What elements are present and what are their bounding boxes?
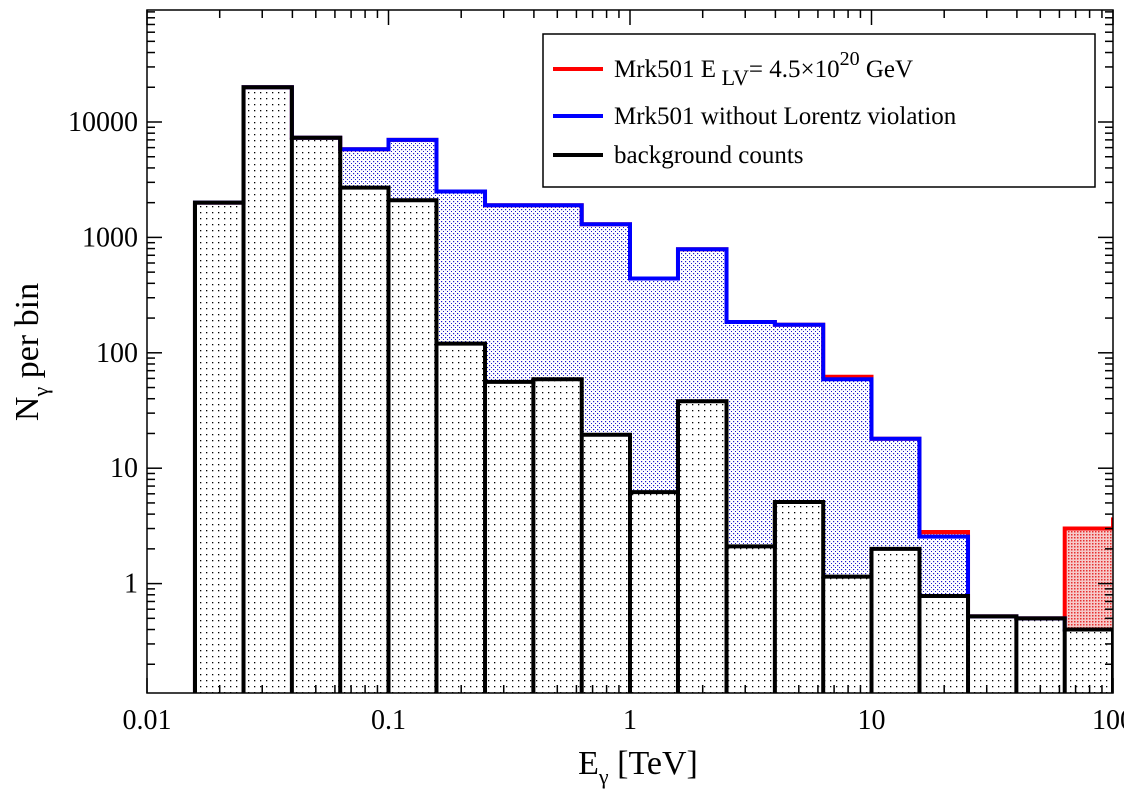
bar-fill-background	[485, 381, 534, 693]
x-tick-label: 100	[1092, 705, 1124, 736]
legend: Mrk501 E LV= 4.5×1020 GeV Mrk501 without …	[542, 33, 1096, 188]
x-tick-label: 10	[858, 705, 886, 736]
x-axis-label: Eγ [TeV]	[578, 745, 698, 789]
bar-fills	[194, 87, 1124, 693]
axes	[146, 9, 1114, 694]
bar-fill-background	[677, 401, 727, 693]
x-tick-label: 0.1	[371, 705, 406, 736]
y-tick-label: 1000	[82, 222, 138, 253]
bar-fill-elv	[1113, 519, 1124, 693]
bin-separators	[192, 87, 1113, 693]
bar-fill-background	[774, 501, 824, 693]
bar-outlines	[192, 85, 1113, 693]
bar-fill-background	[1064, 629, 1113, 693]
bar-fill-background	[388, 200, 437, 693]
bar-fill-no-lv	[1113, 672, 1124, 693]
bar-fill-background	[968, 616, 1017, 693]
bar-fill-background	[823, 576, 872, 693]
x-tick-label: 0.01	[123, 705, 172, 736]
y-tick-label: 10	[110, 453, 138, 484]
legend-label: background counts	[614, 142, 804, 169]
bar-fill-background	[1016, 618, 1065, 693]
legend-box	[542, 33, 1096, 188]
bar-fill-background	[436, 343, 486, 693]
bar-fill-background	[291, 137, 341, 693]
legend-label: Mrk501 E LV= 4.5×1020 GeV	[614, 48, 913, 90]
bar-fill-background	[581, 434, 630, 693]
bar-fill-background	[871, 548, 920, 693]
bar-fill-background	[726, 546, 775, 693]
bar-fill-background	[194, 202, 244, 693]
bar-fill-background	[1113, 672, 1124, 693]
y-tick-label: 10000	[68, 107, 138, 138]
bar-fill-background	[340, 187, 389, 693]
x-tick-label: 1	[623, 705, 637, 736]
y-tick-label: 1	[124, 569, 138, 600]
legend-label: Mrk501 without Lorentz violation	[614, 103, 957, 130]
bar-fill-background	[533, 379, 582, 693]
y-tick-label: 100	[96, 338, 138, 369]
axis-labels: 0.01 0.1 1 10 100 1 10 100 1000 10000 Eγ [TeV] Nγ p…	[9, 107, 1124, 789]
bar-fill-background	[243, 87, 292, 693]
bar-fill-background	[630, 492, 678, 693]
bar-fill-background	[919, 596, 969, 693]
y-axis-label: Nγ per bin	[9, 283, 53, 421]
